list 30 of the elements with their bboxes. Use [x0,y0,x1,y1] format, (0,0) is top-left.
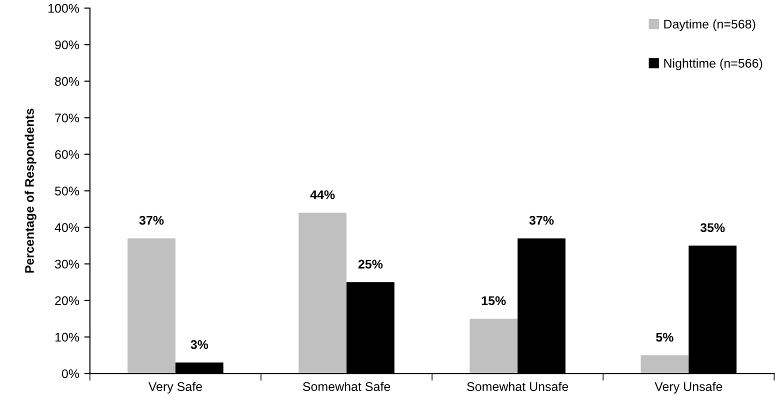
data-label: 3% [190,340,208,349]
legend-label: Daytime (n=568) [664,19,756,32]
y-tick-label: 100% [48,4,80,13]
y-tick-label: 70% [55,114,80,122]
y-tick-label: 40% [54,223,80,232]
bar [470,318,518,374]
y-tick-label: 60% [55,150,80,159]
data-label: 44% [310,190,335,200]
x-tick-label: Somewhat Unsafe [467,382,568,392]
data-label: 37% [529,216,554,225]
bar [128,238,176,374]
y-tick-label: 20% [55,296,80,306]
legend-label: Nighttime (n=566) [664,58,762,70]
y-tick-label: 10% [55,332,80,342]
x-tick-label: Somewhat Safe [302,382,390,392]
bar [640,355,689,374]
y-tick-label: 0% [62,369,80,378]
y-tick-label: 80% [55,77,80,86]
data-label: 15% [482,296,506,306]
bar [298,212,347,374]
data-label: 35% [700,223,725,232]
y-axis-title: Percentage of Respondents [24,108,36,273]
data-label: 37% [139,216,164,225]
data-label: 5% [656,332,674,342]
data-label: 25% [358,260,383,269]
y-tick-label: 90% [55,40,80,50]
y-tick-label: 30% [54,260,80,269]
x-tick-label: Very Safe [148,382,202,394]
y-tick-label: 50% [54,186,80,196]
x-tick-label: Very Unsafe [654,382,722,394]
